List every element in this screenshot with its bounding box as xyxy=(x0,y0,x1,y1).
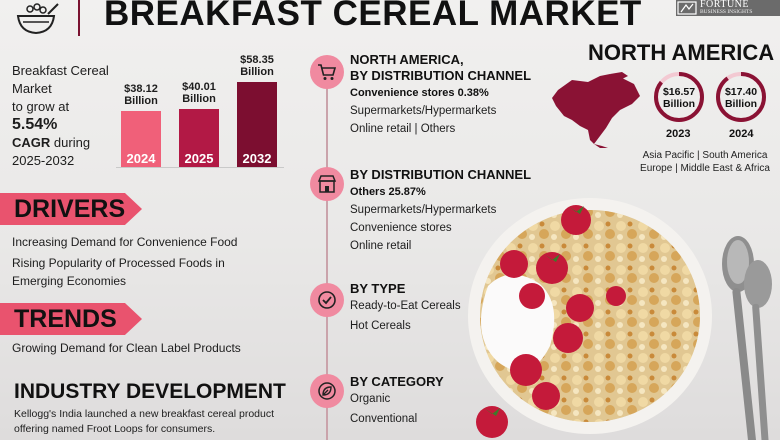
segment-item: Conventional xyxy=(350,413,418,425)
driver-item: Increasing Demand for Convenience Food xyxy=(12,235,238,249)
donut-unit: Billion xyxy=(724,98,758,110)
segment-icon-circle xyxy=(310,374,344,408)
donut-ring xyxy=(716,72,766,122)
regions-line: Asia Pacific | South America xyxy=(642,150,768,161)
segment-item: Organic xyxy=(350,393,391,405)
segment-highlight: Others 25.87% xyxy=(350,186,426,198)
drivers-list: Increasing Demand for Convenience Food R… xyxy=(12,233,312,290)
cereal-bowl-photo xyxy=(440,176,780,440)
segment-icon-circle xyxy=(310,283,344,317)
segment-heading: BY TYPE xyxy=(350,281,406,296)
timeline-line xyxy=(326,68,328,440)
segment-north-america: NORTH AMERICA, BY DISTRIBUTION CHANNEL C… xyxy=(350,52,531,135)
driver-item: Rising Popularity of Processed Foods in xyxy=(12,256,225,270)
other-regions: Asia Pacific | South America Europe | Mi… xyxy=(634,150,776,174)
market-size-bar-chart: 2024 $38.12 Billion 2025 $40.01 Billion 2032 $5… xyxy=(116,40,284,167)
header-divider xyxy=(78,0,80,36)
page-title: BREAKFAST CEREAL MARKET xyxy=(104,0,642,33)
segment-item: Supermarkets/Hypermarkets xyxy=(350,105,497,117)
segment-item: Online retail | Others xyxy=(350,123,456,135)
growth-rate: 5.54% xyxy=(12,116,58,133)
brand-name: FORTUNE xyxy=(700,0,750,10)
donut-year: 2023 xyxy=(666,128,691,140)
regions-line: Europe | Middle East & Africa xyxy=(640,163,770,174)
donut-2024 xyxy=(714,70,768,124)
north-america-map xyxy=(548,70,644,148)
segment-highlight: Convenience stores 0.38% xyxy=(350,87,489,99)
bar-value-label: $38.12 Billion xyxy=(124,83,158,108)
industry-development-text: Kellogg's India launched a new breakfast… xyxy=(14,407,274,437)
segment-item: Supermarkets/Hypermarkets xyxy=(350,204,497,216)
region-title: NORTH AMERICA xyxy=(588,40,775,65)
donut-2023 xyxy=(652,70,706,124)
driver-item: Emerging Economies xyxy=(12,274,127,288)
trend-item: Growing Demand for Clean Label Products xyxy=(12,341,241,355)
chart-baseline xyxy=(116,167,284,168)
shopping-cart-icon xyxy=(318,64,337,80)
segment-heading: NORTH AMERICA, xyxy=(350,52,464,67)
growth-summary: Breakfast Cereal Market to grow at 5.54%… xyxy=(12,62,122,170)
donut-value: $16.57 Billion xyxy=(652,86,706,110)
bar-category-label: 2032 xyxy=(242,151,272,166)
industry-development-title: INDUSTRY DEVELOPMENT xyxy=(14,380,286,403)
growth-cagr: CAGR xyxy=(12,135,51,150)
growth-line: Market xyxy=(12,81,52,96)
cereal-bowl-icon xyxy=(10,2,60,36)
segment-heading: BY CATEGORY xyxy=(350,374,444,389)
segment-icon-circle xyxy=(310,167,344,201)
growth-period: 2025-2032 xyxy=(12,153,75,168)
segment-item: Hot Cereals xyxy=(350,320,411,332)
bar-value-label: $40.01 Billion xyxy=(182,80,216,105)
growth-line: to grow at xyxy=(12,99,70,114)
leaf-icon xyxy=(318,382,336,400)
donut-amount: $17.40 xyxy=(724,86,758,98)
industry-line: Kellogg's India launched a new breakfast… xyxy=(14,408,275,420)
growth-during: during xyxy=(53,135,91,150)
donut-fill-arc xyxy=(654,72,704,122)
store-icon xyxy=(317,175,337,193)
segment-heading: BY DISTRIBUTION CHANNEL xyxy=(350,167,532,182)
donut-fill-arc xyxy=(716,72,766,122)
segment-category: BY CATEGORY Organic Conventional xyxy=(350,374,444,425)
brand-subtitle: BUSINESS INSIGHTS xyxy=(700,9,753,15)
drivers-banner: DRIVERS xyxy=(0,193,142,225)
trends-banner: TRENDS xyxy=(0,303,142,335)
segment-item: Ready-to-Eat Cereals xyxy=(350,300,461,312)
brand-logo xyxy=(676,0,780,16)
segment-item: Online retail xyxy=(350,240,412,252)
donut-value: $17.40 Billion xyxy=(714,86,768,110)
donut-amount: $16.57 xyxy=(662,86,696,98)
check-badge-icon xyxy=(318,291,336,309)
segment-type: BY TYPE Ready-to-Eat Cereals Hot Cereals xyxy=(350,281,461,332)
bar-value-label: $58.35 Billion xyxy=(240,54,274,78)
segment-icon-circle xyxy=(310,55,344,89)
bar-2032: 2032 xyxy=(237,82,277,167)
trends-title: TRENDS xyxy=(14,305,117,333)
bar-category-label: 2025 xyxy=(184,151,214,166)
segment-heading: BY DISTRIBUTION CHANNEL xyxy=(350,68,532,83)
bar-2024: 2024 xyxy=(121,111,161,167)
bar-2025: 2025 xyxy=(179,108,219,167)
donut-ring xyxy=(654,72,704,122)
donut-year: 2024 xyxy=(729,128,754,140)
segment-item: Convenience stores xyxy=(350,222,452,234)
drivers-title: DRIVERS xyxy=(14,195,126,223)
donut-unit: Billion xyxy=(662,98,696,110)
growth-line: Breakfast Cereal xyxy=(12,63,109,78)
segment-distribution-channel: BY DISTRIBUTION CHANNEL Others 25.87% Su… xyxy=(350,167,531,252)
industry-line: offering named Froot Loops for consumers… xyxy=(14,423,216,435)
bar-category-label: 2024 xyxy=(126,151,156,166)
